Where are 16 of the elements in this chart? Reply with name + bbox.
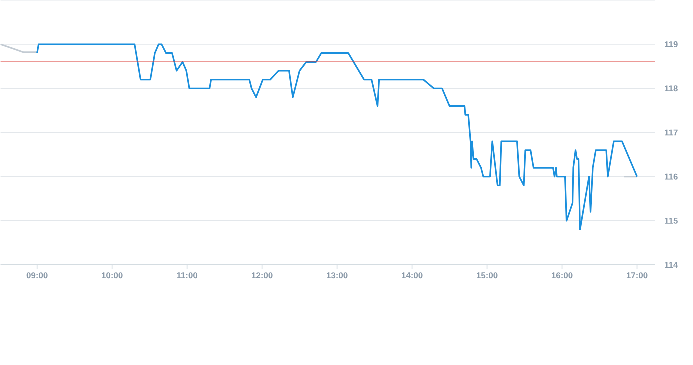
y-tick-label: 115 [665, 218, 678, 224]
y-tick-label: 114 [665, 262, 678, 268]
x-tick-label: 14:00 [402, 272, 423, 279]
x-tick-label: 12:00 [252, 272, 273, 279]
x-tick-label: 16:00 [552, 272, 573, 279]
x-tick-label: 09:00 [26, 272, 48, 279]
x-tick-label: 17:00 [626, 272, 648, 279]
y-tick-label: 116 [665, 174, 678, 180]
y-tick-label: 117 [665, 130, 678, 136]
line-series [36, 44, 638, 231]
x-tick-label: 13:00 [327, 272, 348, 279]
x-tick-label: 10:00 [102, 272, 123, 279]
x-tick-label: 15:00 [476, 272, 498, 279]
x-tick-label: 11:00 [177, 272, 198, 279]
y-tick-label: 118 [665, 86, 678, 92]
y-tick-label: 119 [665, 42, 678, 48]
